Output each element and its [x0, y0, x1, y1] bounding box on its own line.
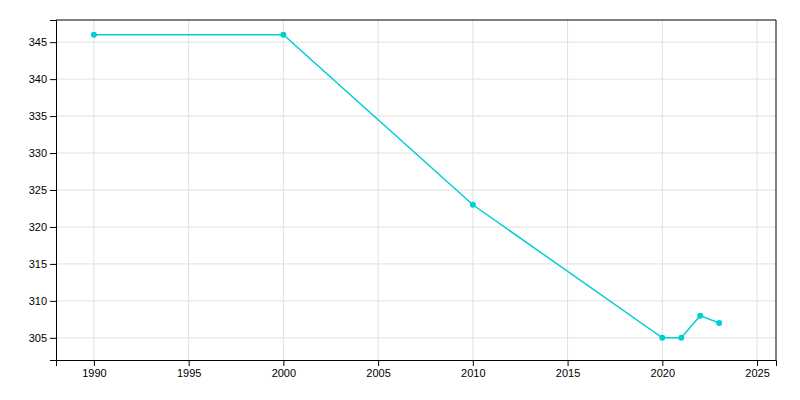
y-tick-label: 330 [29, 147, 47, 159]
x-tick-label: 2025 [745, 367, 769, 379]
y-tick-label: 310 [29, 295, 47, 307]
y-tick-mark [50, 264, 56, 265]
x-tick: 1990 [82, 360, 106, 379]
x-tick-mark [662, 360, 663, 366]
x-tick-label: 1995 [177, 367, 201, 379]
y-tick: 330 [29, 147, 56, 159]
y-axis: 305 310 315 320 325 330 335 340 345 [29, 21, 57, 361]
y-tick-mark [50, 338, 56, 339]
marks [91, 32, 722, 341]
y-tick: 315 [29, 258, 56, 270]
grid-line [56, 226, 776, 227]
point [659, 335, 665, 341]
x-tick: 2025 [745, 360, 769, 379]
x-tick-mark [283, 360, 284, 366]
x-tick-label: 2010 [461, 367, 485, 379]
y-tick-label: 325 [29, 184, 47, 196]
x-tick-mark [568, 360, 569, 366]
x-tick-mark [189, 360, 190, 366]
y-tick: 335 [29, 110, 56, 122]
y-tick: 305 [29, 332, 56, 344]
y-tick: 340 [29, 73, 56, 85]
x-axis-line [57, 361, 777, 367]
grid-line [56, 263, 776, 264]
x-tick: 2020 [651, 360, 675, 379]
point [678, 335, 684, 341]
point [280, 32, 286, 38]
point [697, 313, 703, 319]
y-tick: 320 [29, 221, 56, 233]
x-tick: 2000 [272, 360, 296, 379]
x-tick: 2010 [461, 360, 485, 379]
x-tick-label: 2015 [556, 367, 580, 379]
point [91, 32, 97, 38]
chart: 1990 1995 2000 2005 2010 2015 2020 2025 305 310 31… [0, 0, 800, 400]
x-tick-label: 2020 [651, 367, 675, 379]
y-tick-mark [50, 79, 56, 80]
x-tick-mark [378, 360, 379, 366]
grid-line [56, 42, 776, 43]
x-tick-mark [94, 360, 95, 366]
y-tick: 325 [29, 184, 56, 196]
x-tick: 1995 [177, 360, 201, 379]
grid [56, 20, 776, 360]
grid-line [56, 300, 776, 301]
x-tick-mark [757, 360, 758, 366]
grid-line [56, 79, 776, 80]
y-tick-label: 320 [29, 221, 47, 233]
y-tick: 345 [29, 36, 56, 48]
x-tick: 2015 [556, 360, 580, 379]
y-tick-mark [50, 42, 56, 43]
y-tick-label: 340 [29, 73, 47, 85]
x-tick-label: 1990 [82, 367, 106, 379]
grid-line [56, 190, 776, 191]
x-tick-label: 2005 [366, 367, 390, 379]
y-tick-mark [50, 190, 56, 191]
frame-right [776, 20, 777, 360]
y-tick-mark [50, 301, 56, 302]
frame-top [56, 20, 776, 21]
x-tick: 2005 [366, 360, 390, 379]
x-tick-label: 2000 [272, 367, 296, 379]
point [716, 320, 722, 326]
y-tick-mark [50, 116, 56, 117]
y-tick-label: 335 [29, 110, 47, 122]
x-axis: 1990 1995 2000 2005 2010 2015 2020 2025 [57, 360, 777, 379]
y-tick: 310 [29, 295, 56, 307]
y-tick-label: 315 [29, 258, 47, 270]
y-axis-line [50, 21, 57, 361]
y-tick-label: 305 [29, 332, 47, 344]
grid-line [56, 116, 776, 117]
plot: 1990 1995 2000 2005 2010 2015 2020 2025 305 310 31… [29, 20, 777, 379]
point [470, 202, 476, 208]
y-tick-mark [50, 227, 56, 228]
y-tick-label: 345 [29, 36, 47, 48]
line [94, 35, 719, 338]
x-tick-mark [473, 360, 474, 366]
y-tick-mark [50, 153, 56, 154]
